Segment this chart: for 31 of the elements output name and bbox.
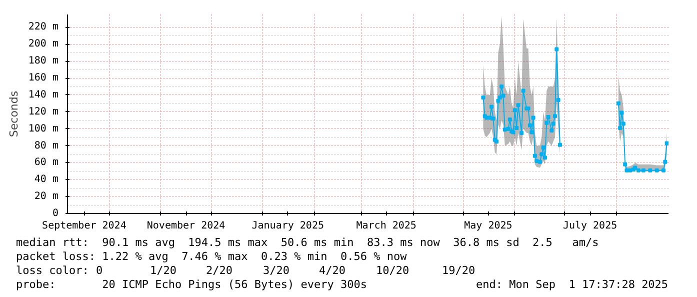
y-tick-label: 220 m (28, 22, 59, 33)
text: loss color: (16, 264, 89, 277)
text: 0 (96, 264, 103, 277)
x-tick-label: September 2024 (42, 220, 126, 232)
y-tick-label: 120 m (28, 106, 59, 118)
text: median rtt: 90.1 ms avg 194.5 ms max 50.6 ms min 83.3 ms now 36.8 ms sd 2.5 am/s (16, 236, 599, 249)
x-tick-label: November 2024 (146, 220, 226, 232)
y-tick-label: 140 m (28, 89, 59, 100)
y-tick-label: 20 m (34, 191, 59, 202)
x-tick-label: July 2025 (562, 220, 618, 232)
x-tick-label: January 2025 (252, 220, 324, 232)
y-tick-label: 60 m (34, 157, 59, 168)
y-tick-label: 0 (52, 208, 59, 219)
text: end: Mon Sep 1 17:37:28 2025 (476, 278, 668, 291)
text: 2/20 (206, 264, 232, 277)
y-tick-label: 100 m (28, 123, 59, 134)
x-tick-label: May 2025 (464, 220, 512, 232)
y-tick-label: 80 m (34, 140, 59, 152)
text: 10/20 (376, 264, 410, 277)
text: packet loss: 1.22 % avg 7.46 % max 0.23 % min 0.56 % now (16, 250, 407, 263)
y-tick-label: 180 m (28, 56, 59, 67)
y-tick-label: 200 m (28, 38, 59, 50)
x-tick-label: March 2025 (356, 220, 416, 232)
text: 3/20 (263, 264, 290, 277)
text: probe: 20 ICMP Echo Pings (56 Bytes) every 300s (16, 278, 367, 291)
text: 19/20 (442, 264, 476, 277)
text: 1/20 (150, 264, 176, 277)
y-tick-label: 40 m (34, 174, 59, 186)
y-tick-label: 160 m (28, 72, 59, 84)
y-axis-title: Seconds (7, 90, 20, 138)
text: 4/20 (319, 264, 346, 277)
